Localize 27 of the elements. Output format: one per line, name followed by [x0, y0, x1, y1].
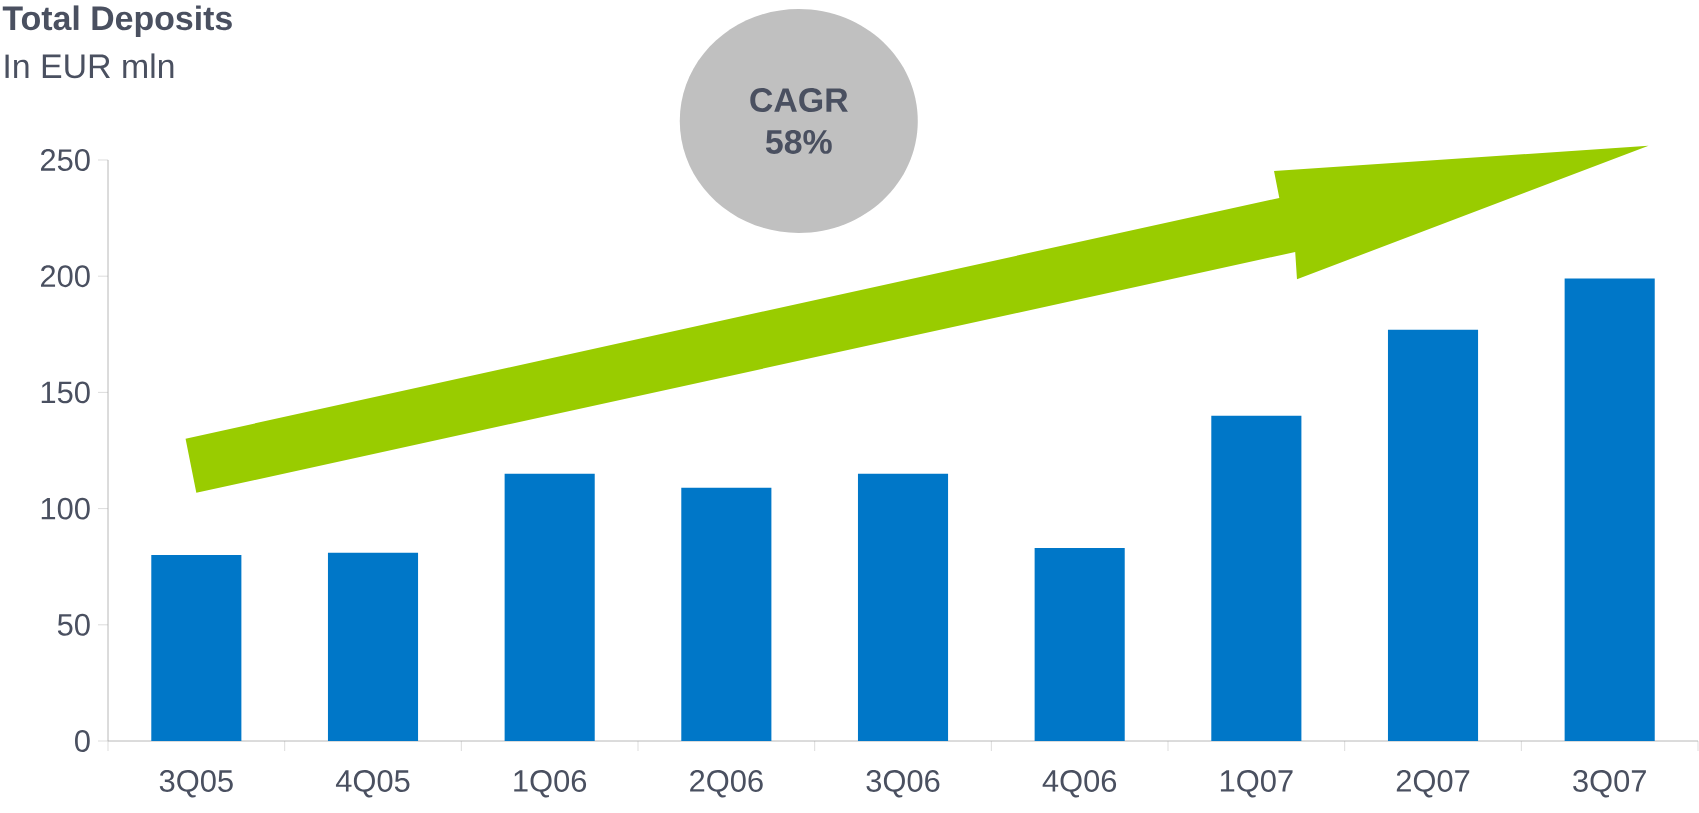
bar: [1034, 548, 1125, 741]
bar: [327, 552, 419, 741]
y-tick-label: 50: [57, 613, 90, 636]
bar: [504, 473, 595, 741]
text: CAGR 58%: [750, 88, 848, 154]
y-tick-label: 150: [41, 381, 90, 404]
bar: [681, 487, 772, 741]
x-tick-label: 2Q06: [690, 770, 763, 798]
x-tick-label: 3Q06: [866, 770, 940, 798]
bar: [857, 473, 949, 741]
bar: [1387, 329, 1479, 741]
bar: [1564, 278, 1655, 741]
x-tick-label: 4Q05: [335, 770, 410, 798]
y-tick-label: 200: [40, 265, 90, 288]
x-tick-label: 1Q06: [514, 770, 587, 798]
y-tick-label: 250: [40, 149, 90, 171]
x-tick-label: 1Q07: [1220, 770, 1293, 798]
x-tick-label: 3Q07: [1573, 770, 1646, 798]
bar: [151, 555, 242, 741]
x-tick-label: 4Q06: [1042, 770, 1117, 798]
y-tick-label: 0: [75, 730, 90, 752]
chart-subtitle: In EUR mln: [5, 53, 174, 79]
x-tick-label: 3Q05: [159, 770, 233, 798]
chart-title: Total Deposits: [2, 5, 232, 37]
y-tick-label: 100: [41, 497, 90, 520]
bar: [1211, 415, 1302, 741]
x-tick-label: 2Q07: [1396, 770, 1470, 798]
